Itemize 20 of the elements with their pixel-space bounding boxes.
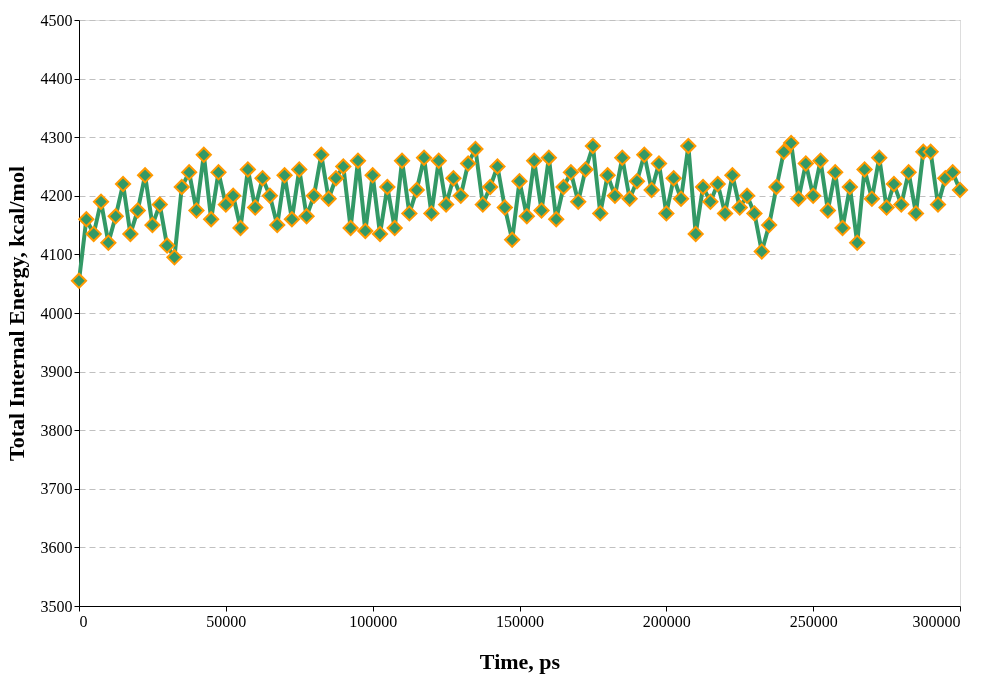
y-tick-label: 4500 [40, 11, 73, 29]
y-tick-label: 3500 [40, 597, 73, 615]
y-tick-label: 4400 [40, 70, 73, 88]
x-tick-label: 250000 [789, 612, 838, 630]
y-tick-label: 4000 [40, 304, 73, 322]
x-tick-label: 200000 [642, 612, 691, 630]
x-tick-label: 150000 [496, 612, 544, 630]
y-tick-label: 3800 [40, 421, 73, 439]
y-tick-label: 3700 [40, 480, 73, 498]
y-tick-label: 3600 [40, 538, 73, 556]
x-tick-label: 100000 [349, 612, 398, 630]
y-axis-title: Total Internal Energy, kcal/mol [3, 166, 29, 461]
y-tick-label: 3900 [40, 363, 73, 381]
x-tick-label: 300000 [912, 612, 961, 630]
y-tick-label: 4100 [40, 245, 73, 263]
x-axis-title: Time, ps [479, 648, 561, 674]
y-tick-label: 4300 [40, 128, 73, 146]
x-tick-label: 50000 [206, 612, 247, 630]
x-tick-label: 0 [79, 612, 88, 630]
y-tick-label: 4200 [40, 187, 73, 205]
